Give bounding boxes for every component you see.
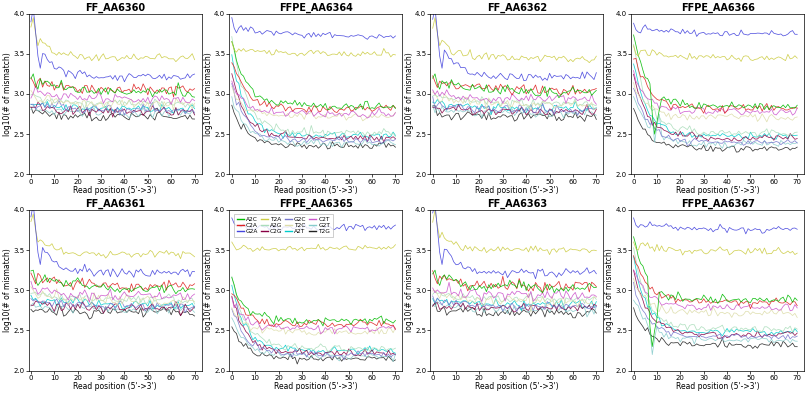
Legend: A2C, C2A, G2A, T2A, A2G, C2G, G2C, T2C, A2T, C2T, G2T, T2G: A2C, C2A, G2A, T2A, A2G, C2G, G2C, T2C, … bbox=[234, 214, 333, 237]
Title: FFPE_AA6365: FFPE_AA6365 bbox=[279, 199, 353, 209]
X-axis label: Read position (5'->3'): Read position (5'->3') bbox=[274, 382, 358, 391]
X-axis label: Read position (5'->3'): Read position (5'->3') bbox=[73, 382, 157, 391]
X-axis label: Read position (5'->3'): Read position (5'->3') bbox=[274, 186, 358, 195]
X-axis label: Read position (5'->3'): Read position (5'->3') bbox=[676, 382, 759, 391]
Title: FF_AA6363: FF_AA6363 bbox=[487, 199, 547, 209]
X-axis label: Read position (5'->3'): Read position (5'->3') bbox=[73, 186, 157, 195]
Y-axis label: log10(# of mismatch): log10(# of mismatch) bbox=[404, 248, 413, 332]
X-axis label: Read position (5'->3'): Read position (5'->3') bbox=[475, 382, 558, 391]
Y-axis label: log10(# of mismatch): log10(# of mismatch) bbox=[203, 52, 213, 136]
Title: FF_AA6362: FF_AA6362 bbox=[487, 3, 547, 13]
Y-axis label: log10(# of mismatch): log10(# of mismatch) bbox=[2, 248, 12, 332]
X-axis label: Read position (5'->3'): Read position (5'->3') bbox=[475, 186, 558, 195]
Y-axis label: log10(# of mismatch): log10(# of mismatch) bbox=[2, 52, 12, 136]
Title: FFPE_AA6364: FFPE_AA6364 bbox=[279, 3, 353, 13]
Title: FFPE_AA6366: FFPE_AA6366 bbox=[681, 3, 755, 13]
Y-axis label: log10(# of mismatch): log10(# of mismatch) bbox=[203, 248, 213, 332]
Title: FFPE_AA6367: FFPE_AA6367 bbox=[681, 199, 755, 209]
Title: FF_AA6360: FF_AA6360 bbox=[85, 3, 145, 13]
Y-axis label: log10(# of mismatch): log10(# of mismatch) bbox=[605, 52, 614, 136]
X-axis label: Read position (5'->3'): Read position (5'->3') bbox=[676, 186, 759, 195]
Y-axis label: log10(# of mismatch): log10(# of mismatch) bbox=[605, 248, 614, 332]
Y-axis label: log10(# of mismatch): log10(# of mismatch) bbox=[404, 52, 413, 136]
Title: FF_AA6361: FF_AA6361 bbox=[85, 199, 145, 209]
